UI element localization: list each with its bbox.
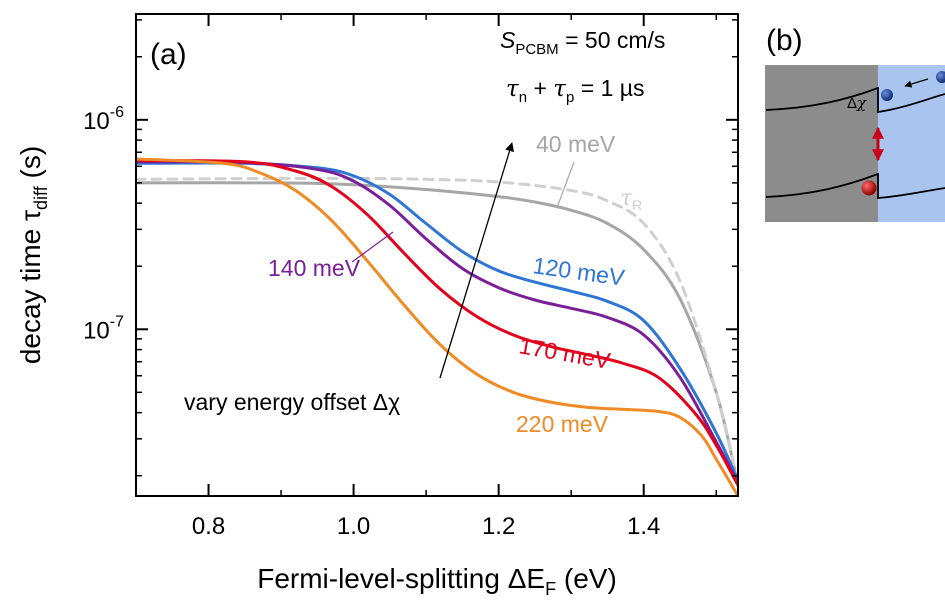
electron-icon [881, 89, 893, 101]
panel-b-label: (b) [766, 24, 803, 57]
vary-arrow [439, 142, 514, 379]
electron-flow-arrow [904, 78, 929, 88]
conduction-band [765, 86, 945, 114]
plot-frame [135, 13, 739, 497]
pcbm-region [878, 65, 945, 222]
series-layer [136, 157, 738, 496]
series-line-140-mev [136, 160, 738, 485]
leader-140mev [351, 231, 394, 263]
param-spcbm: SPCBM = 50 cm/s [500, 27, 665, 58]
panel-a: 0.8 1.0 1.2 1.4 10-6 10-7 (a) SPCBM = 50 cm/s… [15, 13, 739, 599]
series-line-120-mev [136, 161, 738, 482]
ticks-layer: 0.8 1.0 1.2 1.4 10-6 10-7 [83, 14, 738, 540]
panel-b-schematic: (b) Δχ [765, 24, 945, 222]
electron-icon [936, 71, 945, 83]
leader-40mev [557, 161, 575, 206]
x-axis-label: Fermi-level-splitting ΔEF (eV) [257, 563, 617, 599]
hole-icon [861, 180, 877, 196]
label-40mev: 40 meV [536, 131, 616, 157]
series-line-170-mev [136, 158, 738, 487]
series-line--r [136, 176, 738, 487]
perovskite-region [765, 65, 878, 222]
x-tick-label: 1.2 [482, 513, 515, 540]
x-tick-label: 1.4 [627, 513, 660, 540]
y-tick-label: 10-7 [83, 313, 124, 344]
param-tau-sum: τn + τp = 1 µs [506, 75, 645, 106]
label-tau-r: τR [620, 186, 642, 213]
label-170mev: 170 meV [517, 332, 613, 374]
series-line-40-mev [136, 181, 738, 487]
x-tick-label: 0.8 [192, 513, 225, 540]
vary-label: vary energy offset Δχ [184, 389, 400, 415]
valence-band [765, 172, 945, 199]
y-axis-label: decay time τdiff (s) [15, 146, 51, 364]
x-tick-label: 1.0 [337, 513, 370, 540]
panel-a-label: (a) [150, 38, 187, 71]
delta-chi-label: Δχ [847, 94, 867, 112]
series-line-220-mev [136, 157, 738, 496]
y-tick-label: 10-6 [83, 104, 124, 135]
label-140mev: 140 meV [268, 255, 361, 281]
label-220mev: 220 meV [516, 411, 609, 437]
